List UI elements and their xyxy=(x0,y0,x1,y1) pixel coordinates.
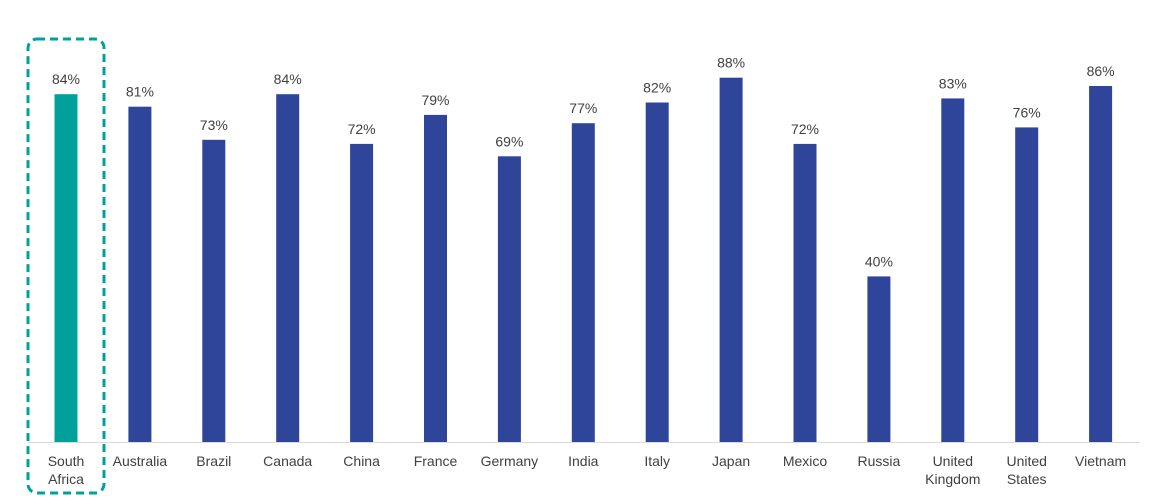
category-label: Australia xyxy=(113,453,168,469)
category-label-line: Japan xyxy=(712,453,750,469)
category-label: South Africa xyxy=(48,453,85,487)
category-label-line: Vietnam xyxy=(1075,453,1126,469)
value-label: 81% xyxy=(126,84,154,100)
bar-germany xyxy=(497,156,521,443)
bar-south-africa xyxy=(54,94,78,442)
category-label-line: Brazil xyxy=(196,453,231,469)
category-label-line: United xyxy=(933,453,973,469)
category-label-line: Germany xyxy=(481,453,539,469)
bars xyxy=(54,77,1113,443)
category-label: Vietnam xyxy=(1075,453,1126,469)
category-label-line: Canada xyxy=(263,453,312,469)
value-label: 86% xyxy=(1087,63,1115,79)
bar-mexico xyxy=(793,143,817,442)
category-label-line: India xyxy=(568,453,599,469)
value-label: 84% xyxy=(52,71,80,87)
bar-france xyxy=(424,114,447,443)
value-labels: 84% 81% 73% 84% 72% 79% 69% 77% 82% 88% 72% 40% 83% 7… xyxy=(52,55,1115,270)
value-label: 40% xyxy=(865,253,893,269)
bar-canada xyxy=(276,94,300,442)
category-label-line: Kingdom xyxy=(925,471,980,487)
value-label: 73% xyxy=(200,117,228,133)
bar-russia xyxy=(867,276,891,442)
bar-italy xyxy=(645,102,669,442)
highlight-box xyxy=(26,37,106,495)
bar-india xyxy=(571,123,595,442)
category-label: Mexico xyxy=(783,453,828,469)
category-label-line: Italy xyxy=(644,453,670,469)
value-label: 69% xyxy=(495,133,523,149)
category-label-line: France xyxy=(414,453,458,469)
value-label: 72% xyxy=(791,121,819,137)
bar-china xyxy=(350,143,374,442)
category-label-line: United xyxy=(1006,453,1046,469)
category-label: United States xyxy=(1006,453,1046,487)
category-label-line: Australia xyxy=(113,453,168,469)
value-label: 77% xyxy=(569,100,597,116)
bar-united-states xyxy=(1015,127,1039,443)
value-label: 79% xyxy=(421,92,449,108)
value-label: 88% xyxy=(717,55,745,71)
highlight-layer xyxy=(26,37,106,495)
category-label-line: States xyxy=(1007,471,1047,487)
category-label-line: Russia xyxy=(858,453,901,469)
category-label: Germany xyxy=(481,453,539,469)
bar-vietnam xyxy=(1089,86,1113,442)
category-label: France xyxy=(414,453,458,469)
category-label: Brazil xyxy=(196,453,231,469)
category-label: Russia xyxy=(858,453,901,469)
category-label: Italy xyxy=(644,453,670,469)
category-label-line: Africa xyxy=(48,471,84,487)
value-label: 76% xyxy=(1013,104,1041,120)
category-label-line: China xyxy=(343,453,380,469)
category-labels: South Africa Australia Brazil Canada China Fra… xyxy=(48,453,1126,487)
value-label: 84% xyxy=(274,71,302,87)
value-label: 83% xyxy=(939,75,967,91)
category-label: India xyxy=(568,453,599,469)
category-label: Canada xyxy=(263,453,312,469)
value-label: 82% xyxy=(643,80,671,96)
category-label: United Kingdom xyxy=(925,453,980,487)
bar-united-kingdom xyxy=(941,98,965,443)
bar-brazil xyxy=(202,139,226,443)
bar-japan xyxy=(719,77,743,442)
category-label-line: Mexico xyxy=(783,453,828,469)
bar-australia xyxy=(128,106,152,442)
category-label: Japan xyxy=(712,453,750,469)
category-label: China xyxy=(343,453,380,469)
value-label: 72% xyxy=(348,121,376,137)
category-label-line: South xyxy=(48,453,85,469)
